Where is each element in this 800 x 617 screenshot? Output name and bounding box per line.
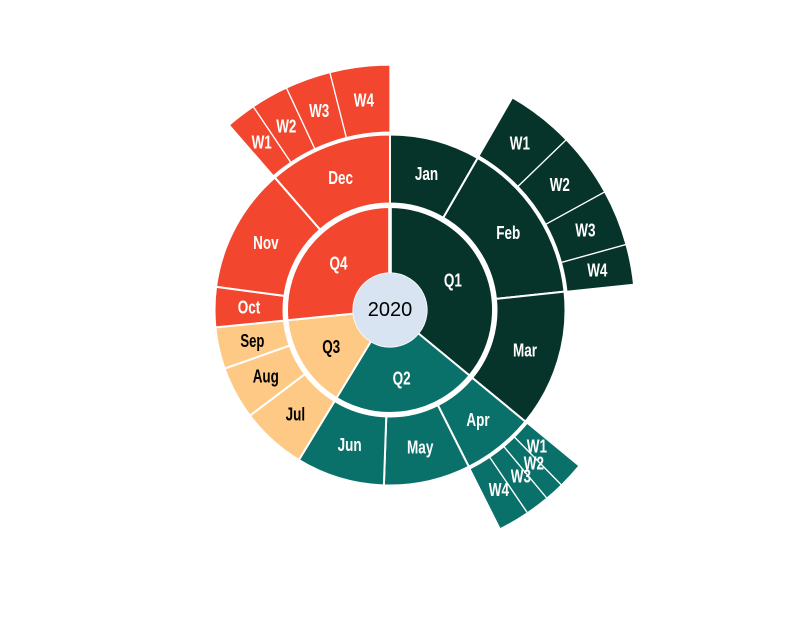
svg-text:Nov: Nov (253, 233, 279, 253)
svg-text:W3: W3 (309, 101, 329, 121)
svg-text:W3: W3 (575, 220, 595, 240)
svg-text:Feb: Feb (496, 223, 520, 243)
svg-text:Sep: Sep (240, 331, 264, 351)
svg-text:W1: W1 (510, 134, 530, 154)
svg-text:Mar: Mar (513, 341, 537, 361)
svg-text:Apr: Apr (466, 410, 489, 430)
svg-text:Jan: Jan (415, 164, 438, 184)
svg-text:Q2: Q2 (393, 369, 411, 389)
svg-text:Jul: Jul (286, 405, 306, 425)
svg-text:Dec: Dec (328, 168, 353, 188)
svg-text:Q4: Q4 (330, 253, 348, 273)
svg-text:W3: W3 (511, 466, 531, 486)
svg-text:Jun: Jun (338, 435, 362, 455)
svg-text:W2: W2 (524, 453, 544, 473)
svg-text:W4: W4 (489, 480, 509, 500)
svg-text:W4: W4 (354, 91, 374, 111)
svg-text:W1: W1 (252, 133, 272, 153)
svg-text:W2: W2 (550, 175, 570, 195)
svg-text:W4: W4 (587, 261, 607, 281)
svg-text:W1: W1 (527, 436, 547, 456)
svg-text:W2: W2 (276, 116, 296, 136)
svg-text:May: May (407, 438, 433, 458)
svg-text:Q3: Q3 (322, 337, 340, 357)
svg-text:Oct: Oct (238, 298, 261, 318)
svg-text:Q1: Q1 (444, 270, 462, 290)
svg-text:Aug: Aug (253, 367, 279, 387)
svg-text:2020: 2020 (368, 299, 413, 321)
